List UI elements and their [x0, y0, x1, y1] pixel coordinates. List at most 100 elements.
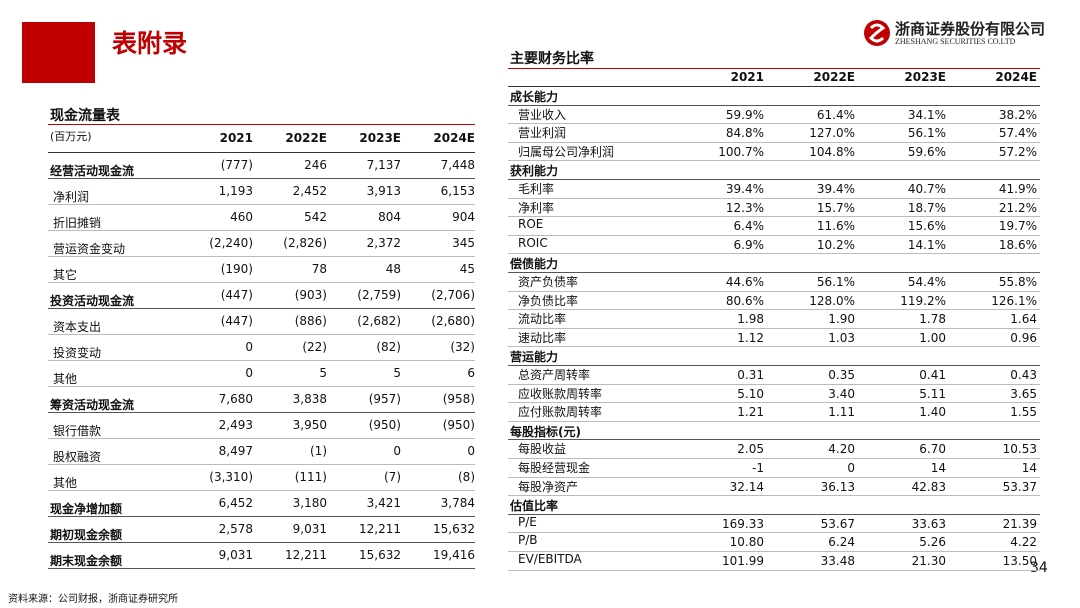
section-label: 投资活动现金流 [50, 294, 135, 308]
cell: (2,706) [431, 288, 475, 302]
cell: 11.6% [816, 219, 855, 234]
cell: 1.12 [737, 330, 764, 345]
cell: 12.3% [725, 200, 764, 215]
rule [508, 365, 1040, 366]
cell: 804 [378, 210, 401, 224]
cell: 7,680 [218, 392, 253, 406]
cell: 0.96 [1010, 330, 1037, 345]
cell: 126.1% [991, 293, 1037, 308]
cell: (111) [294, 470, 327, 484]
row-label: 营运资金变动 [53, 242, 126, 256]
rule [508, 68, 1040, 69]
rule [508, 327, 1040, 329]
cell: 32.14 [729, 479, 764, 494]
cell: 3.65 [1010, 386, 1037, 401]
section-label: 获利能力 [510, 164, 559, 179]
rule [508, 86, 1040, 87]
cell: (2,240) [209, 236, 253, 250]
cell: 1.03 [828, 330, 855, 345]
row-label: EV/EBITDA [518, 552, 582, 566]
row-label: 每股净资产 [518, 479, 579, 494]
cell: 56.1% [907, 126, 946, 141]
rule [48, 568, 475, 569]
rule [508, 420, 1040, 422]
rule [48, 334, 475, 335]
cell: 45 [459, 262, 475, 276]
row-label: P/E [518, 514, 537, 529]
column-header: 2023E [904, 70, 946, 84]
cell: 0 [467, 444, 475, 458]
cell: 80.6% [725, 293, 764, 308]
cell: 1.11 [828, 405, 855, 420]
row-label: 资本支出 [53, 320, 102, 334]
cell: 40.7% [907, 182, 946, 196]
row-label: 流动比率 [518, 312, 567, 327]
cell: 5 [393, 366, 401, 380]
cell: 6.70 [919, 442, 946, 457]
rule [508, 551, 1040, 552]
section-label: 筹资活动现金流 [50, 398, 135, 412]
cell: 15,632 [359, 548, 401, 562]
cell: 53.67 [820, 516, 855, 531]
red-block [22, 22, 95, 83]
section-label: 期初现金余额 [50, 528, 123, 542]
cell: 5.11 [919, 386, 946, 401]
section-label: 成长能力 [510, 90, 559, 104]
table-title: 主要财务比率 [510, 51, 594, 67]
rule [508, 495, 1040, 497]
cell: 1.90 [828, 312, 855, 327]
cell: (1) [310, 444, 327, 458]
cell: 36.13 [820, 479, 855, 494]
cell: 10.2% [816, 237, 855, 252]
rule [508, 402, 1040, 404]
rule [508, 216, 1040, 218]
row-label: 银行借款 [53, 424, 102, 438]
cell: 57.4% [998, 126, 1037, 141]
cell: 7,137 [366, 158, 401, 172]
rule [48, 178, 475, 179]
row-label: 其它 [53, 268, 78, 282]
cell: 8,497 [218, 444, 253, 458]
section-label: 现金净增加额 [50, 502, 123, 516]
cell: 10.53 [1002, 442, 1037, 457]
rule [508, 160, 1040, 162]
cell: 2,372 [366, 236, 401, 250]
page-number: 34 [1030, 560, 1048, 576]
row-label: 净利率 [518, 200, 555, 215]
rule [48, 516, 475, 517]
cell: 6,153 [440, 184, 475, 198]
row-label: 营业收入 [518, 107, 567, 122]
cell: (2,826) [283, 236, 327, 250]
cell: (8) [458, 470, 475, 484]
rule [48, 360, 475, 361]
cell: 0.31 [737, 368, 764, 382]
row-label: P/B [518, 533, 538, 548]
cell: 246 [304, 158, 327, 172]
rule [48, 256, 475, 257]
row-label: ROE [518, 217, 544, 232]
cell: 18.7% [907, 200, 946, 215]
cell: 15.6% [907, 219, 946, 234]
cell: (957) [368, 392, 401, 406]
cell: 3,784 [440, 496, 475, 510]
logo-en: ZHESHANG SECURITIES CO.LTD [895, 37, 1016, 46]
rule [48, 282, 475, 283]
cell: 1.55 [1010, 405, 1037, 420]
rule [508, 197, 1040, 199]
cell: 14 [930, 461, 946, 475]
column-header: 2024E [995, 70, 1037, 84]
cell: 1.40 [919, 405, 946, 420]
logo-icon [864, 20, 890, 46]
section-label: 营运能力 [510, 350, 559, 365]
cell: 101.99 [722, 554, 764, 568]
slide-title: 表附录 [112, 29, 188, 58]
rule [48, 152, 475, 153]
section-label: 偿债能力 [510, 257, 559, 272]
cell: 57.2% [998, 144, 1037, 159]
column-header: 2021 [730, 70, 764, 84]
rule [508, 141, 1040, 143]
cell: 3,838 [292, 392, 327, 406]
rule [508, 234, 1040, 236]
cell: (2,759) [357, 288, 401, 302]
